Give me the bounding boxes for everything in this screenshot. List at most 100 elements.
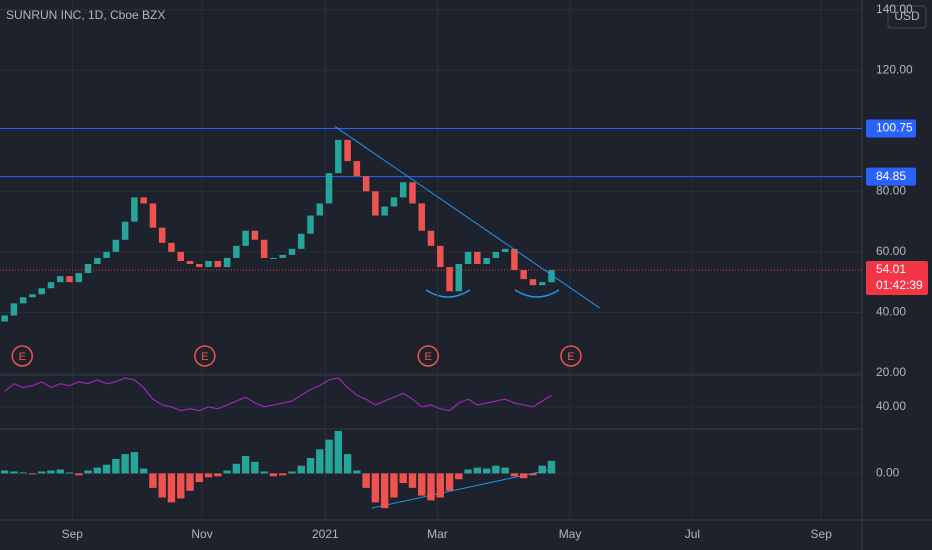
candle bbox=[94, 257, 101, 265]
candle bbox=[112, 239, 120, 252]
histogram-bar bbox=[102, 464, 111, 474]
candle bbox=[186, 260, 194, 265]
candle bbox=[251, 230, 259, 240]
histogram-bar bbox=[241, 456, 250, 474]
candle bbox=[38, 288, 45, 295]
candle bbox=[325, 173, 333, 204]
candle bbox=[223, 257, 231, 268]
candle bbox=[501, 248, 509, 252]
x-tick-label: Sep bbox=[62, 527, 84, 541]
histogram-bar bbox=[177, 473, 185, 499]
candle bbox=[288, 248, 296, 255]
candle bbox=[121, 221, 129, 240]
histogram-bar bbox=[84, 470, 92, 474]
candle bbox=[84, 264, 92, 274]
candle bbox=[66, 276, 73, 283]
histogram-bar bbox=[195, 473, 203, 483]
histogram-bar bbox=[167, 473, 176, 503]
histogram-bar bbox=[149, 473, 157, 488]
histogram-bar bbox=[186, 473, 194, 491]
histogram-bar bbox=[334, 430, 343, 474]
last-price-label: 54.01 bbox=[876, 262, 906, 276]
candle bbox=[131, 197, 138, 222]
x-tick-label: Mar bbox=[427, 527, 448, 541]
histogram-bar bbox=[501, 467, 509, 474]
candle bbox=[418, 203, 425, 231]
candle bbox=[140, 197, 147, 204]
histogram-bar bbox=[158, 473, 166, 498]
histogram-bar bbox=[28, 473, 37, 475]
histogram-bar bbox=[0, 470, 9, 474]
x-tick-label: May bbox=[559, 527, 582, 541]
histogram-bar bbox=[19, 472, 27, 474]
level-label-box bbox=[866, 167, 916, 186]
earnings-label: E bbox=[19, 351, 26, 363]
pattern-arc bbox=[425, 289, 471, 298]
candle bbox=[196, 264, 203, 268]
histogram-bar bbox=[473, 467, 482, 474]
candle bbox=[409, 182, 416, 204]
candle bbox=[10, 303, 18, 316]
histogram-bar bbox=[56, 469, 64, 474]
candle bbox=[446, 267, 453, 292]
level-label-box bbox=[866, 119, 916, 138]
candle bbox=[103, 251, 110, 258]
candle bbox=[1, 315, 8, 322]
candle bbox=[344, 139, 351, 162]
candle bbox=[57, 276, 64, 283]
histogram-bar bbox=[399, 473, 407, 484]
histogram-bar bbox=[232, 463, 241, 474]
histogram-bar bbox=[464, 469, 472, 474]
countdown: 01:42:39 bbox=[876, 278, 923, 292]
histogram-bar bbox=[408, 473, 417, 488]
x-tick-label: Jul bbox=[685, 527, 700, 541]
histogram-bar bbox=[362, 473, 370, 488]
histogram-bar bbox=[260, 471, 268, 474]
candle bbox=[260, 239, 268, 258]
candle bbox=[427, 230, 435, 246]
candle bbox=[316, 203, 324, 216]
candle bbox=[520, 270, 527, 280]
candle bbox=[511, 248, 518, 271]
candle bbox=[19, 297, 27, 304]
candle bbox=[381, 206, 388, 216]
candle bbox=[177, 251, 184, 261]
histogram-bar bbox=[47, 470, 55, 474]
candle bbox=[158, 227, 166, 243]
histogram-bar bbox=[519, 473, 528, 479]
histogram-bar bbox=[380, 473, 389, 509]
y-tick-label: 40.00 bbox=[876, 399, 906, 413]
candle bbox=[353, 161, 361, 177]
candle bbox=[233, 245, 240, 258]
histogram-bar bbox=[427, 473, 435, 501]
candle bbox=[270, 257, 277, 259]
candle bbox=[297, 233, 305, 249]
candle bbox=[529, 279, 537, 286]
earnings-label: E bbox=[425, 351, 432, 363]
candle bbox=[335, 139, 342, 174]
x-tick-label: Nov bbox=[191, 527, 212, 541]
histogram-bar bbox=[204, 473, 213, 478]
candle bbox=[455, 264, 463, 292]
histogram-bar bbox=[418, 473, 426, 496]
currency[interactable]: USD bbox=[894, 9, 920, 23]
candle bbox=[538, 282, 546, 286]
candle bbox=[548, 270, 555, 283]
y-tick-label: 120.00 bbox=[876, 62, 913, 76]
earnings-label: E bbox=[201, 351, 208, 363]
candle bbox=[464, 251, 472, 265]
candle bbox=[474, 251, 481, 265]
histogram-bar bbox=[492, 465, 500, 474]
oscillator-line bbox=[4, 377, 552, 412]
currency-box[interactable] bbox=[887, 5, 927, 29]
candle bbox=[214, 260, 222, 268]
histogram-bar bbox=[112, 458, 120, 474]
candle bbox=[390, 197, 398, 207]
histogram-bar bbox=[65, 472, 74, 474]
candle bbox=[483, 257, 490, 265]
candle bbox=[307, 215, 314, 234]
candle bbox=[205, 260, 212, 268]
